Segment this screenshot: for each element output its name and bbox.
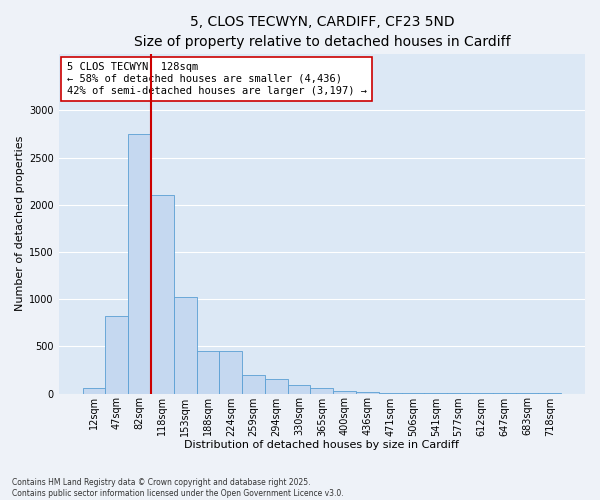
Text: Contains HM Land Registry data © Crown copyright and database right 2025.
Contai: Contains HM Land Registry data © Crown c… <box>12 478 344 498</box>
Text: 5 CLOS TECWYN: 128sqm
← 58% of detached houses are smaller (4,436)
42% of semi-d: 5 CLOS TECWYN: 128sqm ← 58% of detached … <box>67 62 367 96</box>
Bar <box>106 316 128 394</box>
Bar <box>288 385 310 394</box>
Y-axis label: Number of detached properties: Number of detached properties <box>15 136 25 312</box>
Bar <box>220 351 242 394</box>
Bar <box>151 196 174 394</box>
Title: 5, CLOS TECWYN, CARDIFF, CF23 5ND
Size of property relative to detached houses i: 5, CLOS TECWYN, CARDIFF, CF23 5ND Size o… <box>134 15 510 48</box>
Bar <box>310 388 333 394</box>
Bar <box>197 351 220 394</box>
Bar <box>379 392 401 394</box>
Bar <box>174 298 197 394</box>
Bar <box>356 392 379 394</box>
Bar <box>83 388 106 394</box>
Bar <box>242 374 265 394</box>
Bar <box>265 380 288 394</box>
Bar <box>333 390 356 394</box>
Bar <box>128 134 151 394</box>
X-axis label: Distribution of detached houses by size in Cardiff: Distribution of detached houses by size … <box>184 440 460 450</box>
